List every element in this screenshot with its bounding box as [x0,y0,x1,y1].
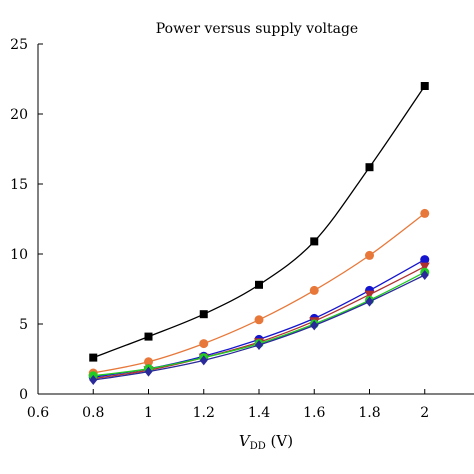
data-point [199,310,208,319]
y-tick-label: 20 [10,107,28,123]
y-tick-label: 5 [19,317,28,333]
data-point [144,332,153,341]
y-tick-label: 15 [10,177,28,193]
data-point [365,163,374,172]
data-point [420,255,430,265]
data-point [199,339,209,349]
x-tick-label: 1.2 [193,405,215,421]
series-1 [89,82,429,362]
series-layer [88,82,430,385]
data-point [144,357,153,367]
x-axis-label-subscript: DD [250,441,266,452]
x-axis-label-unit: (V) [266,432,293,450]
x-tick-label: 1.8 [358,405,380,421]
x-tick-label: 0.6 [27,405,49,421]
x-tick-label: 2 [420,405,429,421]
data-point [420,82,429,90]
data-point [254,315,264,325]
x-tick-label: 0.8 [82,405,104,421]
data-point [89,353,98,362]
x-tick-label: 1 [144,405,153,421]
data-point [310,320,319,331]
data-point [365,296,374,307]
data-point [255,280,263,289]
series-6 [89,270,429,385]
data-point [420,270,429,280]
data-point [89,375,98,385]
x-axis-label-main: V [239,432,252,450]
data-point [309,285,319,295]
y-tick-label: 0 [19,387,28,403]
y-tick-label: 10 [10,247,28,263]
data-point [364,290,375,300]
y-tick-label: 25 [10,37,28,53]
axes: 0 5 10 15 20 25 0.6 0.8 1 1.2 1.4 1.6 1.8 2 [10,37,474,421]
x-tick-label: 1.4 [248,405,270,421]
data-point [144,366,153,377]
series-2 [88,208,430,378]
x-tick-label: 1.6 [303,405,325,421]
chart-title: Power versus supply voltage [156,21,358,37]
data-point [255,340,263,350]
data-point [310,237,319,246]
data-point [365,250,374,260]
series-line [93,274,426,381]
data-point [199,355,208,366]
data-point [420,208,430,218]
data-point [419,262,430,272]
x-axis-label: VDD (V) [239,432,293,452]
